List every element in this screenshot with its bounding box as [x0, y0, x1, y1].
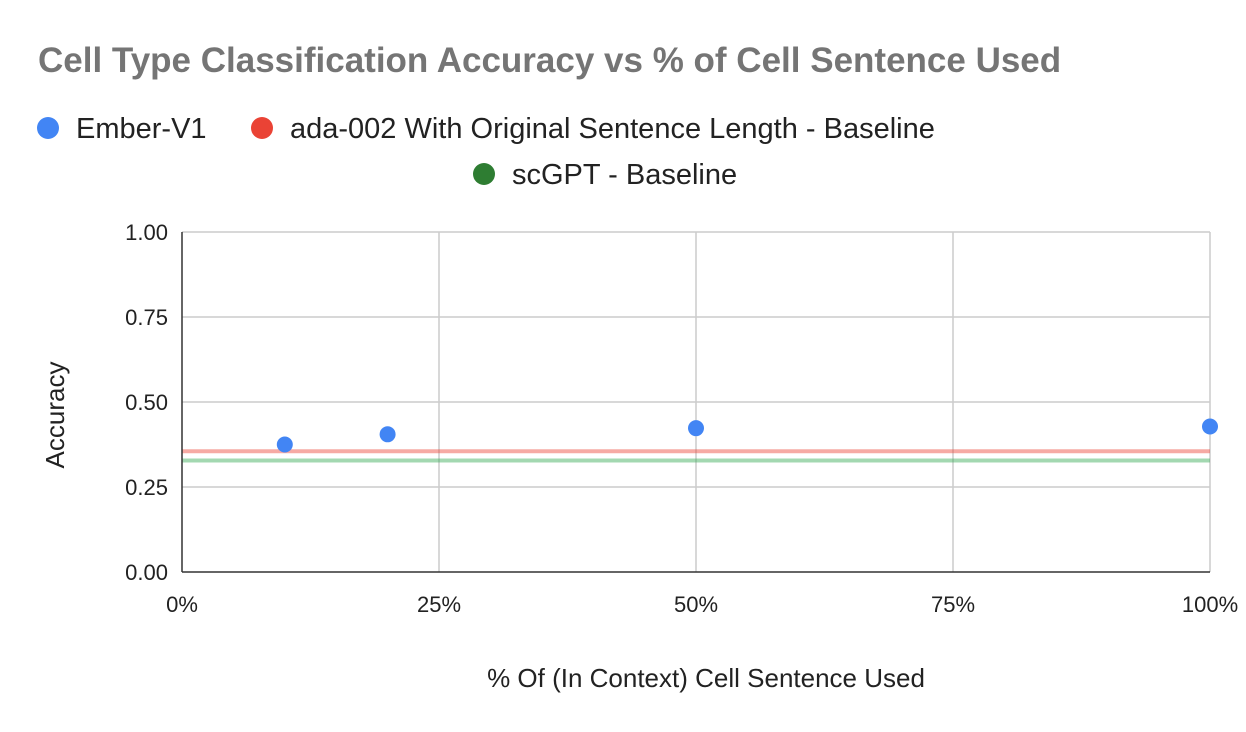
legend-label: ada-002 With Original Sentence Length - … — [290, 113, 935, 145]
legend-label: Ember-V1 — [76, 113, 207, 145]
y-tick-label: 0.25 — [125, 475, 168, 500]
y-tick-labels: 0.00 0.25 0.50 0.75 1.00 — [125, 220, 168, 585]
x-tick-label: 100% — [1182, 592, 1238, 617]
x-tick-label: 25% — [417, 592, 461, 617]
baseline-lines — [182, 449, 1210, 463]
x-tick-label: 0% — [166, 592, 198, 617]
legend-label: scGPT - Baseline — [512, 159, 737, 191]
y-tick-label: 0.00 — [125, 560, 168, 585]
legend-marker — [473, 163, 495, 185]
legend-marker — [37, 117, 59, 139]
ember-v1-point — [379, 426, 396, 443]
ember-v1-point — [1202, 418, 1218, 435]
y-tick-label: 1.00 — [125, 220, 168, 245]
x-tick-label: 50% — [674, 592, 718, 617]
axes — [181, 232, 1210, 573]
legend: Ember-V1 ada-002 With Original Sentence L… — [37, 113, 935, 191]
legend-marker — [251, 117, 273, 139]
grid — [182, 231, 1211, 572]
x-tick-labels: 0% 25% 50% 75% 100% — [166, 592, 1238, 617]
x-axis-title: % Of (In Context) Cell Sentence Used — [487, 663, 925, 693]
chart-title: Cell Type Classification Accuracy vs % o… — [38, 41, 1061, 80]
y-axis-title: Accuracy — [40, 362, 70, 469]
ember-v1-point — [276, 436, 293, 453]
y-tick-label: 0.75 — [125, 305, 168, 330]
ember-v1-point — [688, 420, 704, 437]
data-points — [276, 418, 1218, 453]
y-tick-label: 0.50 — [125, 390, 168, 415]
x-tick-label: 75% — [931, 592, 975, 617]
